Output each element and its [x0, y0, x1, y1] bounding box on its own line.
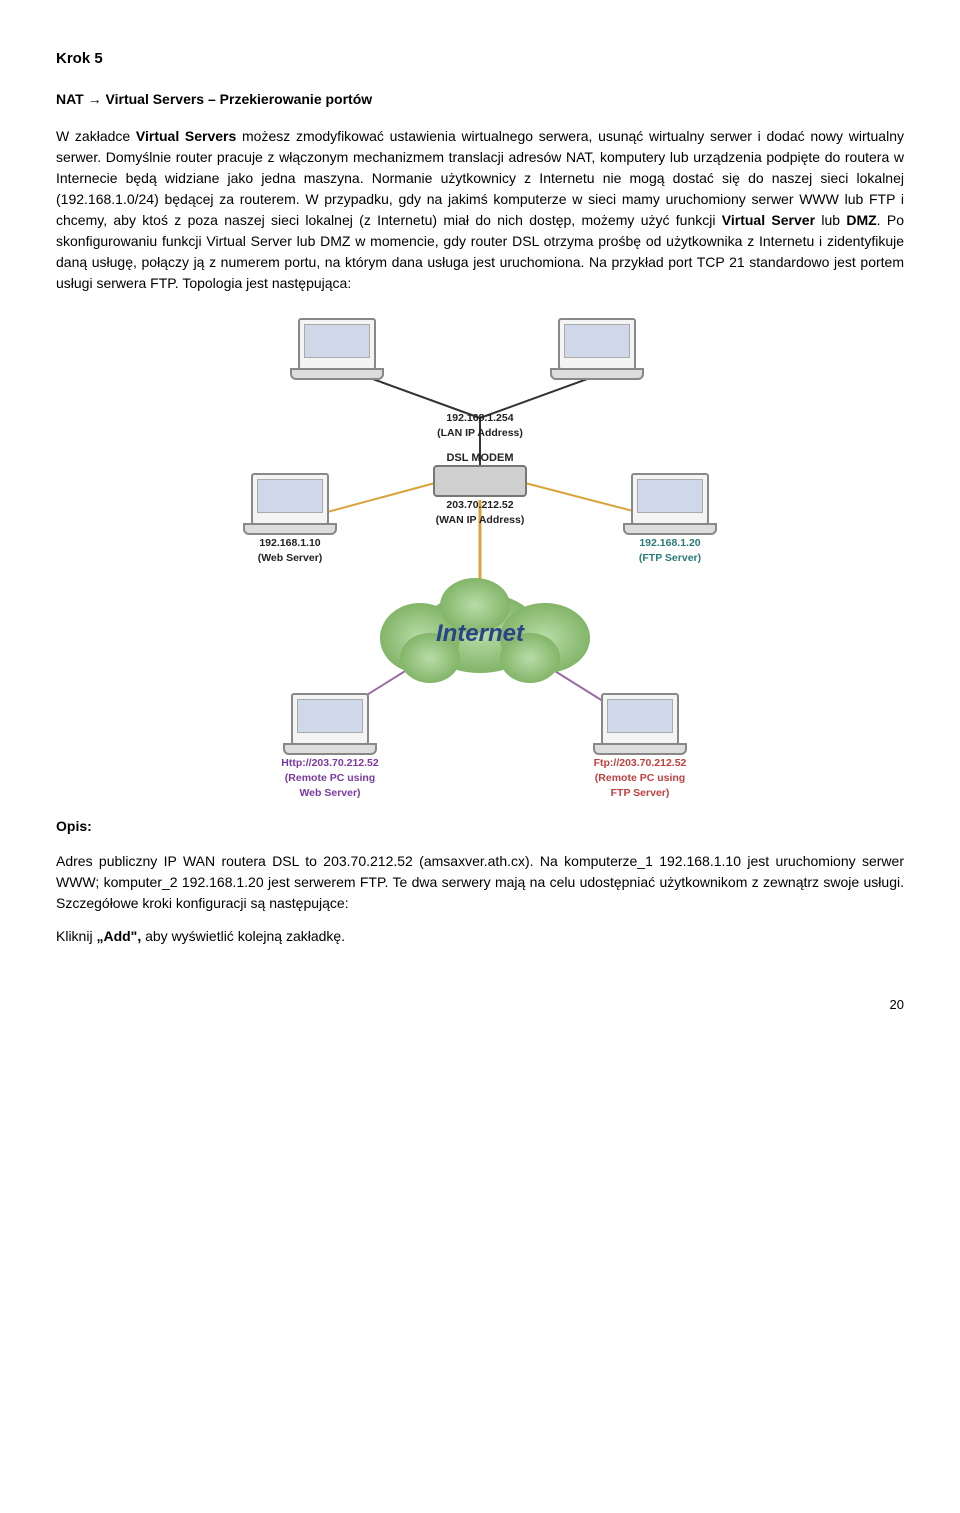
- opis-paragraph: Adres publiczny IP WAN routera DSL to 20…: [56, 851, 904, 914]
- remote-web-l2: Web Server): [255, 787, 405, 800]
- intro-paragraph: W zakładce Virtual Servers możesz zmodyf…: [56, 126, 904, 294]
- internet-cloud: Internet: [370, 578, 590, 688]
- remote-web-url: Http://203.70.212.52: [255, 757, 405, 770]
- cloud-label: Internet: [370, 616, 590, 652]
- lan-pc-1: [290, 318, 384, 380]
- remote-web-l1: (Remote PC using: [255, 772, 405, 785]
- ftp-server-label: (FTP Server): [610, 552, 730, 565]
- ftp-server-ip: 192.168.1.20: [610, 537, 730, 550]
- network-topology-diagram: 192.168.1.254 (LAN IP Address) DSL MODEM…: [220, 318, 740, 788]
- remote-ftp-node: Ftp://203.70.212.52 (Remote PC using FTP…: [565, 693, 715, 800]
- web-server-node: 192.168.1.10 (Web Server): [230, 473, 350, 565]
- step-heading: Krok 5: [56, 48, 904, 71]
- lan-pc-2: [550, 318, 644, 380]
- click-instruction: Kliknij „Add", aby wyświetlić kolejną za…: [56, 926, 904, 947]
- ftp-server-node: 192.168.1.20 (FTP Server): [610, 473, 730, 565]
- dsl-title: DSL MODEM: [430, 452, 530, 466]
- lan-ip: 192.168.1.254: [400, 412, 560, 425]
- page-number: 20: [56, 995, 904, 1015]
- web-server-ip: 192.168.1.10: [230, 537, 350, 550]
- dsl-modem: DSL MODEM 203.70.212.52 (WAN IP Address): [430, 450, 530, 528]
- wan-ip-label: (WAN IP Address): [430, 514, 530, 527]
- nav-path: NAT → Virtual Servers – Przekierowanie p…: [56, 89, 904, 110]
- web-server-label: (Web Server): [230, 552, 350, 565]
- nav-suffix: Virtual Servers – Przekierowanie portów: [102, 91, 373, 107]
- wan-ip: 203.70.212.52: [430, 499, 530, 512]
- remote-web-node: Http://203.70.212.52 (Remote PC using We…: [255, 693, 405, 800]
- nav-prefix: NAT: [56, 91, 88, 107]
- lan-ip-caption: 192.168.1.254 (LAN IP Address): [400, 410, 560, 440]
- remote-ftp-l2: FTP Server): [565, 787, 715, 800]
- remote-ftp-l1: (Remote PC using: [565, 772, 715, 785]
- remote-ftp-url: Ftp://203.70.212.52: [565, 757, 715, 770]
- opis-heading: Opis:: [56, 816, 904, 837]
- arrow-icon: →: [88, 91, 102, 107]
- lan-ip-label: (LAN IP Address): [400, 427, 560, 440]
